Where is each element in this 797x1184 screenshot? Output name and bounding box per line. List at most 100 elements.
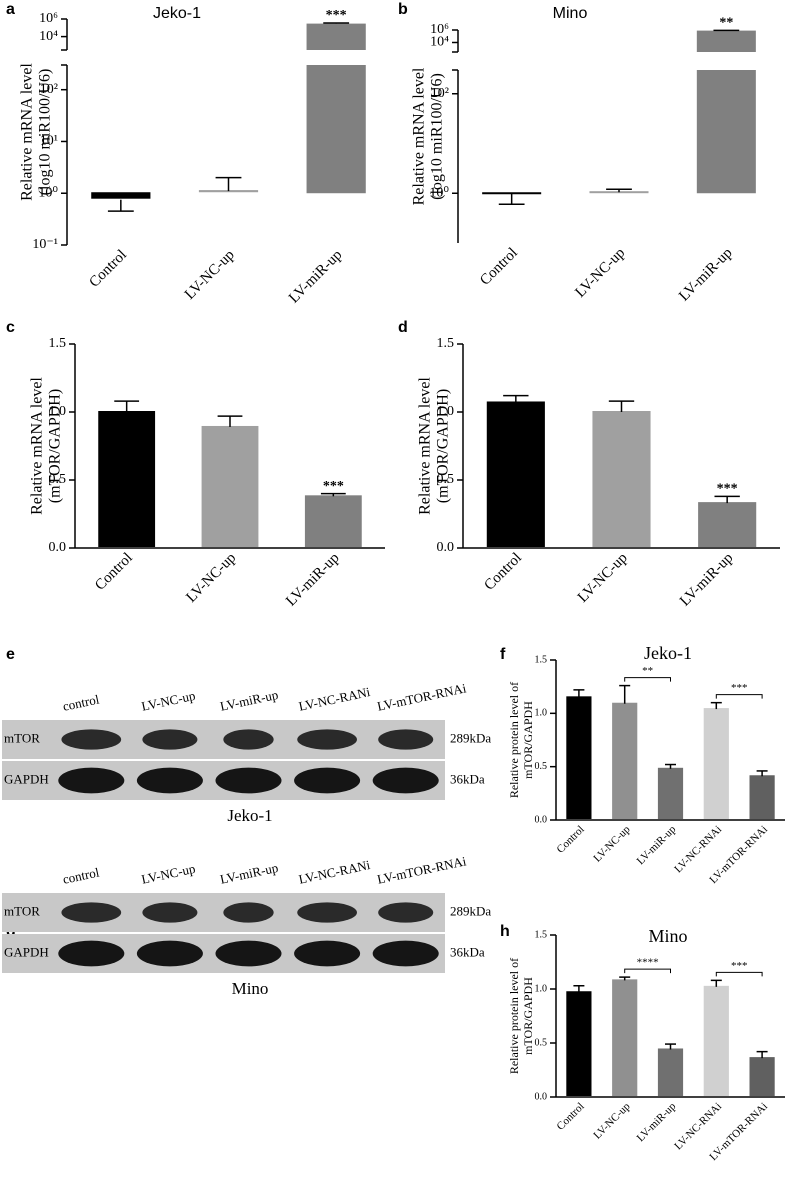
bar (306, 23, 366, 50)
significance: *** (731, 682, 748, 694)
blot-band (297, 902, 357, 923)
y-tick-label: 10⁰ (429, 185, 449, 200)
y-axis-label: (log10 miR100/U6) (37, 69, 54, 196)
lane-label: LV-NC-RANi (297, 684, 372, 714)
x-tick-label: LV-miR-up (676, 245, 735, 304)
y-tick-label: 0.5 (49, 472, 67, 487)
y-axis-label: (log10 miR100/U6) (429, 73, 446, 200)
lane-label: LV-NC-up (140, 688, 197, 714)
lane-label: control (61, 864, 101, 886)
blot-band (58, 940, 125, 967)
x-tick-label: LV-NC-up (572, 245, 628, 301)
y-tick-label: 10⁻¹ (32, 237, 58, 252)
bar (696, 30, 756, 52)
blot-caption: Mino (232, 979, 269, 998)
x-tick-label: LV-NC-up (183, 550, 239, 606)
y-tick-label: 0.5 (535, 1037, 548, 1048)
significance: ** (719, 16, 733, 31)
y-tick-label: 10¹ (40, 134, 58, 149)
blot-band (142, 902, 198, 923)
y-axis-label: (mTOR/GAPDH) (47, 389, 64, 503)
size-label: 36kDa (450, 944, 485, 959)
y-tick-label: 1.0 (535, 708, 548, 719)
blot-band (378, 902, 434, 923)
x-tick-label: LV-miR-up (283, 550, 342, 609)
bar (612, 979, 638, 1096)
x-tick-label: LV-NC-up (575, 550, 631, 606)
x-tick-label: LV-NC-up (591, 1100, 633, 1142)
bar (749, 775, 775, 819)
significance: *** (326, 8, 347, 23)
y-axis-label: Relative protein level of (507, 682, 521, 798)
significance-bracket (624, 677, 671, 682)
panel-letter: f (500, 646, 506, 663)
bar (696, 70, 756, 194)
bar (486, 401, 545, 547)
x-tick-label: Control (481, 550, 525, 594)
blot-band (297, 729, 357, 750)
chart-title: Mino (648, 926, 687, 946)
y-tick-label: 1.0 (535, 983, 548, 994)
bar (201, 425, 259, 547)
significance: *** (717, 482, 738, 497)
bar (566, 696, 592, 819)
lane-label: LV-NC-RANi (297, 857, 372, 887)
panel-letter: h (500, 923, 510, 940)
y-axis-label: (mTOR/GAPDH) (435, 389, 452, 503)
row-label: GAPDH (4, 771, 49, 786)
bar (612, 702, 638, 819)
y-tick-label: 0.0 (535, 814, 548, 825)
chart-title: Mino (553, 5, 588, 22)
y-tick-label: 1.5 (437, 336, 455, 351)
blot-band (136, 767, 203, 794)
significance: **** (637, 957, 659, 969)
y-tick-label: 1.5 (535, 929, 548, 940)
blot-band (372, 767, 439, 794)
row-label: mTOR (4, 730, 40, 745)
y-tick-label: 10² (40, 82, 58, 97)
y-axis-label: Relative mRNA level (417, 377, 434, 515)
y-tick-label: 0.5 (535, 761, 548, 772)
y-tick-label: 0.0 (437, 540, 455, 555)
x-tick-label: Control (92, 550, 136, 594)
bar (592, 411, 651, 547)
row-label: GAPDH (4, 944, 49, 959)
bar (657, 1048, 684, 1096)
significance-bracket (715, 971, 763, 977)
x-tick-label: LV-miR-up (677, 550, 736, 609)
x-tick-label: Control (555, 1100, 587, 1132)
blot-band (58, 767, 125, 794)
y-tick-label: 0.5 (437, 472, 455, 487)
blot-band (378, 729, 434, 750)
y-tick-label: 1.0 (437, 404, 455, 419)
bar (703, 708, 729, 819)
y-axis-label: Relative mRNA level (29, 377, 46, 515)
blot-band (223, 902, 274, 923)
chart-title: Jeko-1 (153, 5, 201, 22)
x-tick-label: Control (86, 247, 130, 291)
y-tick-label: 1.0 (49, 404, 67, 419)
panel-letter: d (398, 319, 408, 336)
y-axis-label: Relative mRNA level (19, 63, 36, 201)
size-label: 289kDa (450, 903, 491, 918)
lane-label: LV-miR-up (219, 860, 280, 887)
x-tick-label: Control (555, 823, 587, 855)
x-tick-label: LV-NC-up (591, 823, 633, 865)
panel-letter: c (6, 319, 15, 336)
lane-label: LV-NC-up (140, 861, 197, 887)
y-tick-label: 10² (431, 86, 449, 101)
significance: *** (323, 479, 344, 494)
y-tick-label: 1.5 (49, 336, 67, 351)
blot-caption: Jeko-1 (227, 806, 272, 825)
y-tick-label: 10⁴ (430, 35, 449, 50)
lane-label: LV-mTOR-RNAi (376, 853, 468, 887)
blot-band (215, 940, 282, 967)
bar (482, 192, 542, 195)
y-axis-label: Relative protein level of (507, 958, 521, 1074)
chart-title: Jeko-1 (644, 643, 692, 663)
y-axis-label: mTOR/GAPDH (521, 977, 535, 1055)
blot-band (372, 940, 439, 967)
blot-band (223, 729, 274, 750)
bar (91, 192, 151, 199)
